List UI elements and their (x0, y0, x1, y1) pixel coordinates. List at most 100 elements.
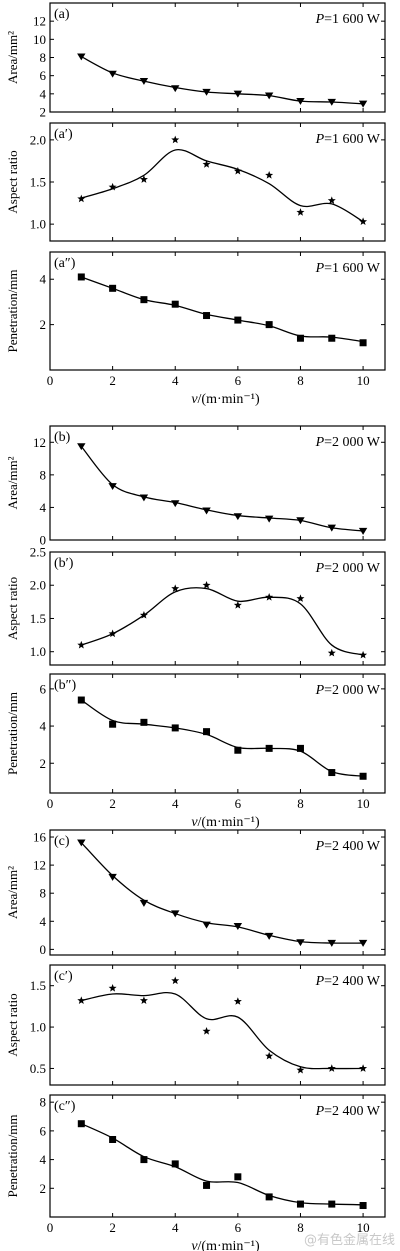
data-point (77, 640, 86, 649)
x-axis-label: v/(m·min⁻¹) (191, 1239, 260, 1251)
chart-panel-8: 0.5 1.0 1.5 Aspect ratio (c′) P=2 400 W (5, 964, 386, 1086)
data-point (296, 517, 305, 525)
data-point (171, 976, 180, 985)
y-tick-label: 4 (40, 914, 47, 929)
chart-panel-5: 1.0 1.5 2.0 2.5 Aspect ratio (b′) P=2 000 W (5, 545, 386, 666)
plot-frame (49, 673, 386, 794)
plot-frame (49, 829, 386, 956)
y-axis-label: Penetration/mm (5, 1114, 20, 1197)
data-point (359, 217, 368, 226)
y-tick-label: 8 (40, 1095, 47, 1110)
data-point (233, 513, 243, 521)
panel-label: (a) (54, 7, 70, 22)
power-label: P=1 600 W (315, 261, 381, 276)
data-point (328, 769, 336, 777)
data-point (327, 648, 336, 657)
x-tick-label: 0 (47, 796, 54, 811)
panel-label: (c) (54, 834, 70, 849)
y-axis-label: Aspect ratio (5, 577, 20, 640)
data-point (327, 524, 336, 532)
power-label: P=1 600 W (315, 12, 381, 27)
y-tick-label: 1.0 (30, 1020, 46, 1035)
y-tick-label: 4 (40, 500, 47, 515)
power-label: P=1 600 W (315, 132, 381, 147)
panel-label: (c′) (54, 969, 73, 984)
panel-label: (a′) (54, 127, 73, 142)
y-tick-label: 8 (40, 50, 47, 65)
x-axis-label: v/(m·min⁻¹) (191, 815, 260, 830)
x-tick-label: 8 (297, 1220, 304, 1235)
data-point (108, 629, 117, 638)
data-point (265, 171, 274, 179)
y-tick-label: 1.5 (30, 978, 46, 993)
y-tick-label: 6 (40, 1123, 47, 1138)
y-tick-label: 12 (33, 858, 46, 873)
data-point (171, 85, 180, 93)
data-point (109, 720, 117, 728)
x-tick-label: 2 (109, 373, 116, 388)
y-tick-label: 10 (33, 32, 46, 47)
plot-frame (49, 551, 386, 666)
data-point (327, 1064, 336, 1072)
data-point (265, 744, 273, 752)
data-point (203, 728, 211, 736)
data-point (171, 300, 179, 308)
power-label: P=2 400 W (315, 839, 381, 854)
data-point (233, 923, 243, 930)
data-point (358, 527, 368, 535)
data-point (203, 1181, 211, 1189)
y-tick-label: 0.5 (30, 1061, 46, 1076)
data-point (327, 98, 336, 106)
panel-label: (b′) (54, 556, 74, 571)
data-point (296, 1200, 304, 1208)
y-tick-label: 1.5 (30, 175, 46, 190)
watermark-text: @有色金属在线 (304, 1232, 395, 1248)
power-label: P=2 000 W (315, 683, 381, 698)
fit-curve (81, 56, 364, 105)
data-point (171, 584, 180, 592)
y-axis-label: Aspect ratio (5, 150, 20, 213)
data-point (202, 921, 211, 929)
data-point (77, 1120, 85, 1128)
x-tick-label: 6 (235, 1220, 242, 1235)
y-tick-label: 4 (40, 272, 47, 287)
y-axis-label: Penetration/mm (5, 692, 20, 775)
y-tick-label: 8 (40, 467, 47, 482)
y-tick-label: 2.5 (30, 545, 46, 560)
power-label: P=2 400 W (315, 974, 381, 989)
x-tick-label: 10 (357, 796, 370, 811)
x-tick-label: 10 (357, 1220, 370, 1235)
x-tick-label: 2 (109, 1220, 116, 1235)
y-tick-label: 2 (40, 756, 47, 771)
data-point (327, 196, 336, 204)
chart-panel-2: 1.0 1.5 2.0 Aspect ratio (a′) P=1 600 W (5, 122, 386, 242)
data-point (77, 996, 86, 1004)
y-axis-label: Area/mm² (5, 866, 20, 919)
y-tick-label: 2.0 (30, 132, 46, 147)
y-tick-label: 8 (40, 886, 47, 901)
data-point (108, 983, 117, 992)
power-label: P=2 000 W (315, 435, 381, 450)
data-point (108, 182, 117, 191)
fit-curve (81, 148, 364, 223)
x-tick-label: 4 (172, 1220, 179, 1235)
data-point (296, 939, 305, 947)
panel-label: (c″) (54, 1099, 76, 1114)
data-point (327, 939, 336, 947)
data-point (296, 594, 305, 602)
x-tick-label: 6 (235, 796, 242, 811)
data-point (77, 696, 85, 704)
x-axis-label: v/(m·min⁻¹) (191, 392, 260, 407)
data-point (265, 593, 274, 601)
data-point (171, 1160, 179, 1168)
plot-frame (49, 964, 386, 1086)
chart-panel-1: 2 4 6 8 10 12 Area/mm² (a) P=1 600 W (5, 2, 386, 120)
data-point (139, 494, 149, 502)
data-point (234, 1173, 242, 1181)
data-point (77, 273, 85, 281)
fit-curve (80, 445, 364, 532)
fit-curve (81, 991, 364, 1070)
data-point (296, 334, 304, 342)
data-point (171, 500, 180, 508)
